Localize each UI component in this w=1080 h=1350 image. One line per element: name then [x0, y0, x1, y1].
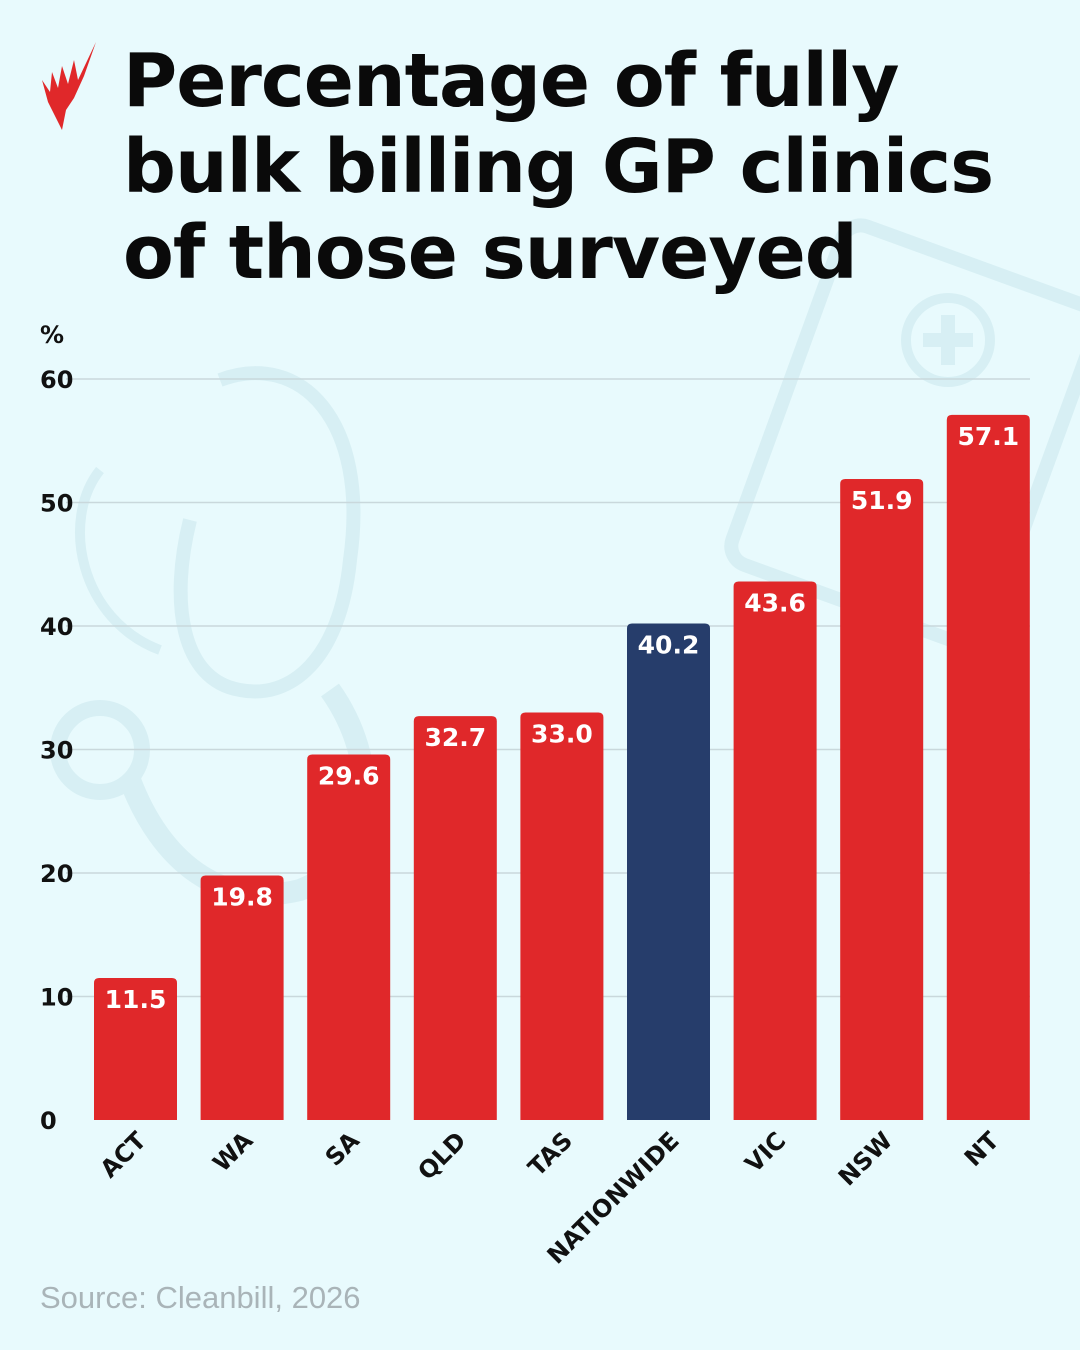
bar-nationwide: [627, 623, 710, 1120]
y-axis-label: %: [40, 321, 64, 349]
source-note: Source: Cleanbill, 2026: [40, 1280, 361, 1315]
chart-title: Percentage of fully bulk billing GP clin…: [123, 38, 994, 296]
y-tick-label: 0: [40, 1107, 57, 1135]
data-label: 57.1: [957, 422, 1019, 451]
data-label: 40.2: [638, 631, 700, 660]
bar-tas: [520, 712, 604, 1120]
bar-qld: [413, 716, 497, 1120]
y-tick-label: 20: [40, 860, 73, 888]
bar-nt: [946, 414, 1030, 1120]
x-tick-label: WA: [207, 1126, 258, 1177]
bar-vic: [733, 581, 817, 1120]
y-tick-label: 10: [40, 984, 73, 1012]
y-tick-label: 40: [40, 613, 73, 641]
y-tick-label: 50: [40, 490, 73, 518]
x-tick-label: VIC: [740, 1126, 792, 1178]
x-tick-label: TAS: [523, 1126, 578, 1181]
bar-act: [94, 977, 177, 1120]
bar-sa: [307, 754, 391, 1120]
data-label: 19.8: [211, 882, 273, 911]
y-tick-label: 30: [40, 737, 73, 765]
data-label: 51.9: [851, 486, 913, 515]
x-tick-label: SA: [320, 1126, 365, 1171]
x-tick-label: NSW: [833, 1126, 898, 1191]
bar-wa: [200, 875, 284, 1120]
x-tick-label: NT: [959, 1126, 1005, 1172]
sbs-logo-icon: [42, 42, 96, 130]
x-tick-label: ACT: [95, 1126, 152, 1183]
data-label: 43.6: [744, 589, 806, 618]
y-tick-label: 60: [40, 366, 73, 394]
data-label: 33.0: [531, 719, 593, 748]
data-label: 32.7: [424, 723, 486, 752]
data-label: 29.6: [318, 761, 380, 790]
x-tick-label: QLD: [412, 1126, 471, 1185]
data-label: 11.5: [105, 985, 167, 1014]
bar-nsw: [840, 479, 924, 1120]
